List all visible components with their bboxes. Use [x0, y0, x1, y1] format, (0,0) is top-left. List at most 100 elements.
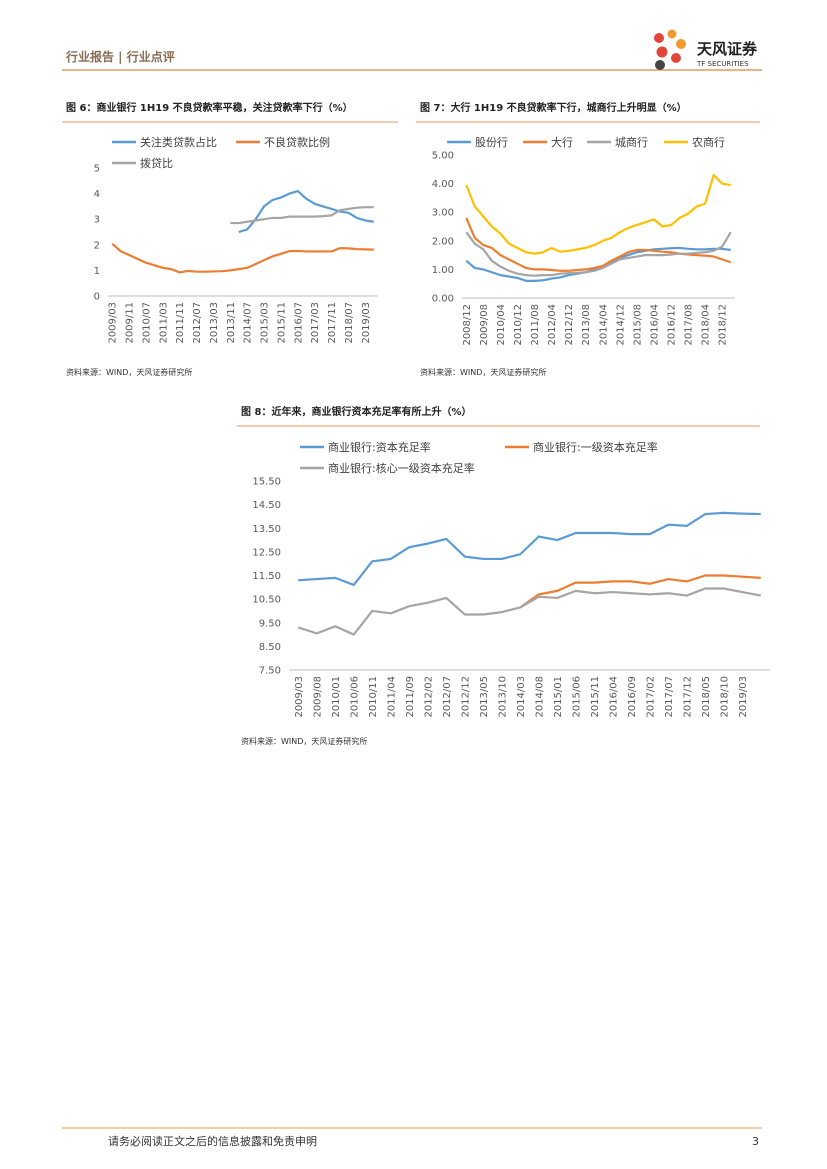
series-line: [297, 587, 761, 636]
x-tick-label: 2013/10: [497, 676, 508, 718]
x-tick-label: 2015/06: [571, 676, 582, 718]
x-tick-label: 2014/07: [243, 302, 254, 344]
x-tick-label: 2018/05: [701, 676, 712, 718]
x-tick-label: 2014/08: [534, 676, 545, 718]
x-tick-label: 2017/12: [682, 676, 693, 718]
x-tick-label: 2012/02: [423, 676, 434, 718]
x-tick-label: 2010/11: [368, 676, 379, 718]
x-tick-label: 2014/04: [598, 304, 609, 346]
series-line: [238, 189, 374, 234]
source-note: 资料来源：WIND，天风证券研究所: [66, 367, 192, 377]
chart-title: 图 8：近年来，商业银行资本充足率有所上升（%）: [241, 405, 471, 418]
x-tick-label: 2011/03: [158, 302, 169, 344]
x-tick-label: 2014/12: [615, 304, 626, 346]
series-line: [465, 217, 732, 272]
x-tick-label: 2017/08: [684, 304, 695, 346]
page-number: 3: [752, 1135, 759, 1148]
x-tick-label: 2012/12: [460, 676, 471, 718]
y-tick-label: 1: [94, 266, 100, 277]
source-note: 资料来源：WIND，天风证券研究所: [420, 367, 546, 377]
y-tick-label: 10.50: [252, 595, 281, 606]
x-tick-label: 2010/01: [331, 676, 342, 718]
x-tick-label: 2014/03: [516, 676, 527, 718]
x-tick-label: 2009/08: [312, 676, 323, 718]
x-tick-label: 2016/09: [627, 676, 638, 718]
legend-label: 大行: [551, 135, 573, 149]
chart-title: 图 6：商业银行 1H19 不良贷款率平稳，关注贷款率下行（%）: [66, 101, 353, 114]
series-line: [465, 173, 731, 255]
x-tick-label: 2016/12: [667, 304, 678, 346]
x-tick-label: 2009/03: [294, 676, 305, 718]
x-tick-label: 2017/03: [310, 302, 321, 344]
legend-label: 城商行: [615, 135, 648, 149]
x-tick-label: 2009/03: [108, 302, 119, 344]
x-tick-label: 2009/11: [125, 302, 136, 344]
series-line: [230, 206, 374, 225]
legend-label: 不良贷款比例: [264, 135, 330, 149]
x-tick-label: 2013/11: [226, 302, 237, 344]
y-tick-label: 12.50: [252, 547, 281, 558]
series-line: [465, 231, 732, 277]
x-tick-label: 2012/04: [547, 304, 558, 346]
y-tick-label: 0: [94, 292, 100, 303]
x-tick-label: 2010/06: [349, 676, 360, 718]
brand: 天风证券: [697, 40, 758, 58]
y-tick-label: 4.00: [432, 179, 454, 190]
y-tick-label: 14.50: [252, 500, 281, 511]
x-tick-label: 2010/07: [141, 302, 152, 344]
x-tick-label: 2017/11: [327, 302, 338, 344]
legend-label: 商业银行:资本充足率: [328, 440, 431, 454]
x-tick-label: 2017/07: [664, 676, 675, 718]
logo: [654, 29, 686, 70]
x-tick-label: 2015/01: [553, 676, 564, 718]
y-tick-label: 8.50: [259, 642, 281, 653]
x-tick-label: 2012/07: [442, 676, 453, 718]
x-tick-label: 2016/04: [649, 304, 660, 346]
y-tick-label: 15.50: [252, 477, 281, 488]
y-tick-label: 13.50: [252, 524, 281, 535]
x-tick-label: 2009/08: [479, 304, 490, 346]
series-line: [111, 242, 374, 274]
y-tick-label: 0.00: [432, 294, 454, 305]
legend-label: 拨贷比: [140, 156, 173, 170]
x-tick-label: 2018/07: [344, 302, 355, 344]
series-line: [298, 511, 761, 587]
x-tick-label: 2019/03: [738, 676, 749, 718]
header-section: 行业报告 | 行业点评: [65, 49, 175, 64]
x-tick-label: 2013/05: [479, 676, 490, 718]
x-tick-label: 2015/11: [590, 676, 601, 718]
x-tick-label: 2012/07: [192, 302, 203, 344]
legend-label: 关注类贷款占比: [140, 135, 217, 149]
y-tick-label: 3: [94, 215, 100, 226]
series-line: [519, 574, 761, 609]
x-tick-label: 2011/09: [405, 676, 416, 718]
x-tick-label: 2012/12: [564, 304, 575, 346]
x-tick-label: 2018/04: [701, 304, 712, 346]
x-tick-label: 2010/04: [496, 304, 507, 346]
y-tick-label: 11.50: [252, 571, 281, 582]
x-tick-label: 2008/12: [462, 304, 473, 346]
y-tick-label: 4: [94, 189, 100, 200]
x-tick-label: 2011/08: [530, 304, 541, 346]
legend-label: 股份行: [475, 136, 508, 149]
chart-title: 图 7：大行 1H19 不良贷款率下行，城商行上升明显（%）: [420, 101, 687, 114]
y-tick-label: 2: [94, 240, 100, 251]
x-tick-label: 2015/08: [632, 304, 643, 346]
brand-en: TF SECURITIES: [696, 60, 749, 68]
y-tick-label: 3.00: [432, 208, 454, 219]
x-tick-label: 2010/12: [513, 304, 524, 346]
x-tick-label: 2018/10: [719, 676, 730, 718]
y-tick-label: 2.00: [432, 236, 454, 247]
x-tick-label: 2016/04: [608, 676, 619, 718]
source-note: 资料来源：WIND，天风证券研究所: [241, 736, 367, 746]
y-tick-label: 1.00: [432, 265, 454, 276]
x-tick-label: 2011/04: [386, 676, 397, 718]
x-tick-label: 2015/03: [260, 302, 271, 344]
x-tick-label: 2013/03: [209, 302, 220, 344]
legend-label: 农商行: [692, 135, 725, 149]
x-tick-label: 2018/12: [718, 304, 729, 346]
y-tick-label: 5.00: [432, 151, 454, 162]
x-tick-label: 2013/08: [581, 304, 592, 346]
